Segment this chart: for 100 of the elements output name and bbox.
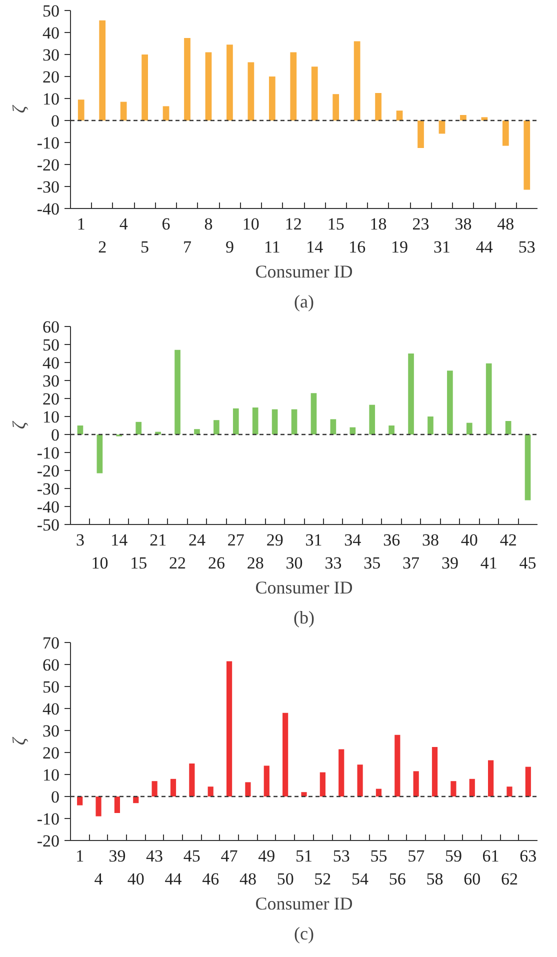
bar: [205, 52, 212, 120]
bar: [524, 434, 531, 500]
bar: [268, 76, 276, 120]
x-tick-label: 35: [364, 553, 381, 572]
bar: [488, 760, 494, 796]
x-tick-label: 45: [183, 846, 200, 866]
bar: [174, 350, 180, 434]
bar: [428, 416, 434, 434]
y-tick-label: 30: [42, 722, 60, 740]
x-tick-label: 24: [188, 530, 206, 550]
y-tick-label: 50: [42, 336, 60, 354]
bar: [357, 764, 363, 796]
y-tick-label: -30: [36, 178, 60, 196]
y-tick-label: 50: [42, 678, 60, 696]
x-tick-label: 53: [332, 846, 350, 866]
y-tick-label: 40: [42, 700, 60, 718]
x-tick-label: 39: [108, 846, 126, 866]
bar: [396, 110, 403, 120]
y-tick-label: -40: [36, 200, 60, 218]
bar: [96, 434, 103, 474]
text: (c): [294, 924, 314, 944]
x-tick-label: 39: [441, 553, 458, 572]
x-tick-label: 21: [150, 530, 167, 550]
x-tick-label: 50: [276, 869, 294, 888]
x-tick-label: 43: [146, 846, 164, 866]
bar: [77, 796, 83, 806]
bar: [320, 772, 326, 796]
y-tick-label: -10: [36, 810, 60, 828]
x-tick-label: 40: [460, 530, 478, 550]
y-tick-label: 50: [42, 2, 60, 20]
x-tick-label: 31: [433, 237, 450, 256]
x-tick-label: 36: [383, 530, 400, 550]
x-tick-label: 14: [306, 237, 324, 256]
text: (a): [294, 292, 314, 312]
x-tick-label: 44: [164, 869, 182, 888]
y-tick-label: 40: [42, 354, 60, 372]
x-tick-label: 22: [169, 553, 186, 572]
x-tick-label: 40: [127, 869, 144, 888]
y-tick-label: 20: [42, 744, 60, 762]
bar: [301, 792, 307, 796]
x-tick-label: 31: [305, 530, 322, 550]
y-tick-label: 0: [51, 112, 60, 130]
y-tick-label: -10: [36, 444, 60, 462]
x-tick-label: 16: [348, 237, 366, 256]
x-tick-label: 15: [130, 553, 148, 572]
bar: [413, 771, 419, 796]
bar: [252, 408, 258, 434]
y-tick-label: -40: [36, 498, 60, 516]
x-tick-label: 34: [344, 530, 362, 550]
x-axis-title: Consumer ID: [255, 893, 353, 914]
y-tick-label: -30: [36, 480, 60, 498]
y-tick-label: 10: [42, 766, 60, 784]
bar: [502, 120, 509, 146]
x-tick-label: 7: [183, 237, 192, 256]
bar: [418, 120, 424, 148]
y-tick-label: 60: [42, 318, 60, 336]
bar: [291, 409, 298, 434]
bar: [208, 786, 214, 796]
x-tick-label: 28: [246, 553, 264, 572]
x-tick-label: 61: [482, 846, 500, 866]
x-tick-label: 2: [98, 237, 107, 256]
bar: [310, 393, 317, 434]
bar: [460, 115, 466, 120]
bar: [245, 782, 251, 796]
x-tick-label: 48: [497, 214, 514, 234]
bar: [469, 778, 475, 796]
bar: [162, 106, 170, 120]
x-tick-label: 11: [264, 237, 280, 256]
x-tick-label: 8: [204, 214, 213, 234]
y-tick-label: -20: [36, 462, 60, 480]
bar: [77, 426, 84, 434]
y-tick-label: 30: [42, 372, 60, 390]
bar: [388, 426, 394, 434]
x-tick-label: 47: [220, 846, 238, 866]
bar: [214, 420, 220, 434]
x-tick-label: 49: [258, 846, 276, 866]
x-tick-label: 54: [352, 869, 370, 888]
bar: [311, 66, 318, 120]
x-tick-label: 59: [444, 846, 462, 866]
y-tick-label: 30: [42, 46, 60, 64]
bar: [189, 764, 195, 796]
y-tick-label: 10: [42, 408, 60, 426]
bar: [96, 796, 102, 816]
x-tick-label: 27: [227, 530, 245, 550]
x-tick-label: 41: [480, 553, 498, 572]
x-tick-label: 48: [239, 869, 256, 888]
bar: [376, 788, 382, 796]
bar: [290, 52, 297, 120]
bar: [450, 781, 456, 796]
x-tick-label: 37: [402, 553, 420, 572]
bar: [466, 422, 472, 434]
y-tick-label: -10: [36, 134, 60, 152]
x-tick-label: 46: [202, 869, 220, 888]
bar: [332, 94, 340, 120]
x-tick-label: 10: [242, 214, 260, 234]
x-tick-label: 53: [518, 237, 536, 256]
x-tick-label: 1: [76, 846, 84, 866]
x-tick-label: 4: [119, 214, 128, 234]
x-tick-label: 5: [140, 237, 150, 256]
y-tick-label: 60: [42, 656, 60, 674]
